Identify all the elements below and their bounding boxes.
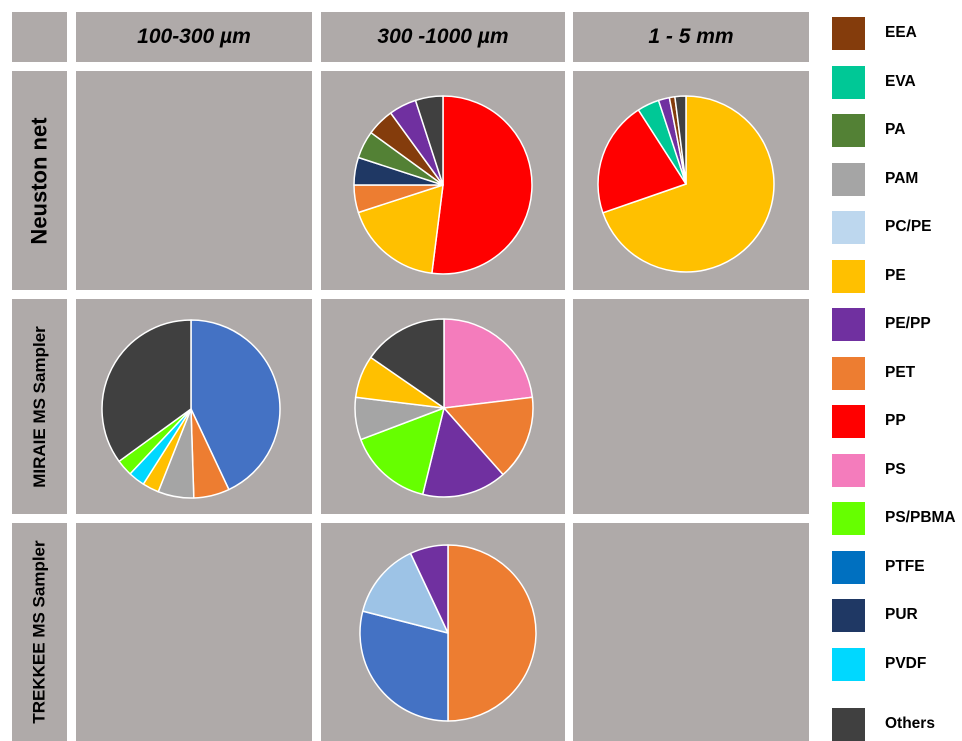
legend-item-6: PE/PP <box>832 307 931 341</box>
legend-label-9: PS <box>885 461 906 478</box>
legend-item-4: PC/PE <box>832 210 932 244</box>
pie-4-slice-pe-pp <box>409 544 449 634</box>
pie-2-slice-ptfe <box>190 319 281 491</box>
legend-label-2: PA <box>885 121 906 138</box>
legend-item-11: PTFE <box>832 550 925 584</box>
corner-cell <box>12 12 67 62</box>
legend-swatch-14 <box>832 707 865 741</box>
legend-item-0: EEA <box>832 16 917 50</box>
legend-label-5: PE <box>885 267 906 284</box>
legend-label-7: PET <box>885 364 916 381</box>
legend-swatch-13 <box>832 647 865 681</box>
legend-label-4: PC/PE <box>885 218 932 235</box>
pie-chart-4 <box>359 544 537 722</box>
legend-label-12: PUR <box>885 606 918 623</box>
column-header-0: 100-300 µm <box>76 12 312 62</box>
cell-miraie-1-5 <box>573 299 809 514</box>
pie-3-slice-ps-pbma <box>360 407 445 496</box>
legend-item-12: PUR <box>832 598 918 632</box>
cell-trekkee-1-5 <box>573 523 809 741</box>
legend-swatch-9 <box>832 453 865 487</box>
legend-swatch-1 <box>832 65 865 99</box>
pie-3-slice-pet <box>443 396 534 476</box>
legend-item-3: PAM <box>832 162 918 196</box>
pie-1-slice-pp <box>597 109 687 214</box>
legend-label-13: PVDF <box>885 655 927 672</box>
legend-swatch-8 <box>832 404 865 438</box>
pie-chart-3 <box>354 318 534 498</box>
legend-swatch-7 <box>832 356 865 390</box>
legend-item-10: PS/PBMA <box>832 501 956 535</box>
row-header-2: TREKKEE MS Sampler <box>12 523 67 741</box>
legend-label-1: EVA <box>885 73 916 90</box>
legend-swatch-3 <box>832 162 865 196</box>
legend-item-5: PE <box>832 259 906 293</box>
legend-item-1: EVA <box>832 65 916 99</box>
legend-swatch-11 <box>832 550 865 584</box>
legend-item-2: PA <box>832 113 905 147</box>
pie-3-slice-ps <box>443 318 534 409</box>
pie-chart-2 <box>101 319 281 499</box>
legend-swatch-0 <box>832 16 865 50</box>
legend-swatch-2 <box>832 113 865 147</box>
legend-label-0: EEA <box>885 24 917 41</box>
column-header-1: 300 -1000 µm <box>321 12 565 62</box>
legend-item-7: PET <box>832 356 915 390</box>
column-header-2: 1 - 5 mm <box>573 12 809 62</box>
legend-item-8: PP <box>832 404 906 438</box>
legend-swatch-4 <box>832 210 865 244</box>
pie-4-slice-pet <box>447 544 537 722</box>
cell-neuston-100-300 <box>76 71 312 290</box>
legend-label-14: Others <box>885 715 935 732</box>
legend-swatch-6 <box>832 307 865 341</box>
pie-3-slice-others <box>370 318 445 409</box>
pie-0-slice-pe <box>357 184 444 275</box>
legend-label-3: PAM <box>885 170 919 187</box>
legend-label-6: PE/PP <box>885 315 931 332</box>
pie-4-slice-ptfe <box>359 610 449 722</box>
pie-3-slice-pe-pp <box>421 407 504 498</box>
legend-label-11: PTFE <box>885 558 925 575</box>
row-header-0: Neuston net <box>12 71 67 290</box>
legend-swatch-5 <box>832 259 865 293</box>
pie-1-slice-pe <box>602 95 775 273</box>
legend-item-9: PS <box>832 453 906 487</box>
pie-chart-1 <box>597 95 775 273</box>
legend-label-10: PS/PBMA <box>885 509 956 526</box>
pie-2-slice-others <box>101 319 192 463</box>
cell-trekkee-100-300 <box>76 523 312 741</box>
legend-swatch-12 <box>832 598 865 632</box>
pie-0-slice-others <box>414 95 444 186</box>
legend-swatch-10 <box>832 501 865 535</box>
row-header-1: MIRAIE MS Sampler <box>12 299 67 514</box>
pie-4-slice-pc-pe <box>362 552 449 634</box>
legend-item-13: PVDF <box>832 647 926 681</box>
pie-1-slice-others <box>674 95 687 185</box>
legend-item-14: Others <box>832 707 935 741</box>
pie-chart-0 <box>353 95 533 275</box>
pie-0-slice-pp <box>431 95 533 275</box>
legend-label-8: PP <box>885 412 906 429</box>
